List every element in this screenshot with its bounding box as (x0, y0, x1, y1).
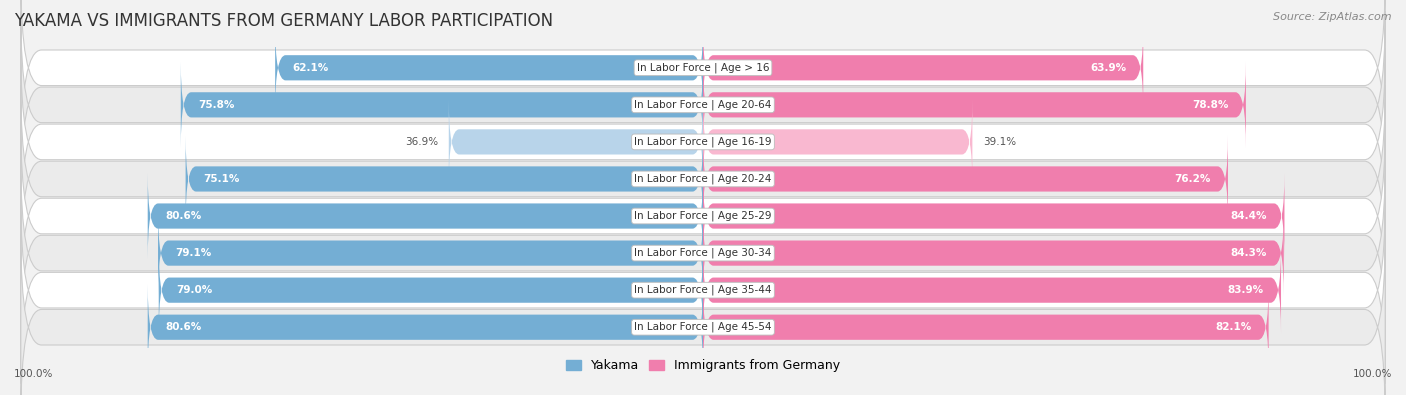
FancyBboxPatch shape (703, 173, 1285, 259)
FancyBboxPatch shape (703, 25, 1143, 111)
Text: In Labor Force | Age 45-54: In Labor Force | Age 45-54 (634, 322, 772, 333)
Text: 79.0%: 79.0% (176, 285, 212, 295)
FancyBboxPatch shape (21, 11, 1385, 198)
Text: In Labor Force | Age 20-64: In Labor Force | Age 20-64 (634, 100, 772, 110)
Text: 100.0%: 100.0% (14, 369, 53, 379)
Text: 79.1%: 79.1% (176, 248, 211, 258)
FancyBboxPatch shape (703, 136, 1227, 222)
FancyBboxPatch shape (703, 99, 973, 185)
Text: In Labor Force | Age 20-24: In Labor Force | Age 20-24 (634, 174, 772, 184)
FancyBboxPatch shape (21, 49, 1385, 235)
Text: 76.2%: 76.2% (1174, 174, 1211, 184)
FancyBboxPatch shape (148, 284, 703, 370)
FancyBboxPatch shape (186, 136, 703, 222)
FancyBboxPatch shape (449, 99, 703, 185)
FancyBboxPatch shape (21, 86, 1385, 273)
FancyBboxPatch shape (276, 25, 703, 111)
FancyBboxPatch shape (21, 197, 1385, 384)
Text: 84.3%: 84.3% (1230, 248, 1267, 258)
Text: In Labor Force | Age 30-34: In Labor Force | Age 30-34 (634, 248, 772, 258)
Text: 84.4%: 84.4% (1230, 211, 1267, 221)
FancyBboxPatch shape (181, 62, 703, 148)
FancyBboxPatch shape (148, 173, 703, 259)
Text: In Labor Force | Age > 16: In Labor Force | Age > 16 (637, 62, 769, 73)
Text: Source: ZipAtlas.com: Source: ZipAtlas.com (1274, 12, 1392, 22)
Text: 83.9%: 83.9% (1227, 285, 1264, 295)
FancyBboxPatch shape (703, 284, 1268, 370)
FancyBboxPatch shape (703, 62, 1246, 148)
Text: 80.6%: 80.6% (165, 322, 201, 332)
Text: 36.9%: 36.9% (405, 137, 439, 147)
Text: 63.9%: 63.9% (1090, 63, 1126, 73)
Text: 80.6%: 80.6% (165, 211, 201, 221)
Text: In Labor Force | Age 16-19: In Labor Force | Age 16-19 (634, 137, 772, 147)
Text: YAKAMA VS IMMIGRANTS FROM GERMANY LABOR PARTICIPATION: YAKAMA VS IMMIGRANTS FROM GERMANY LABOR … (14, 12, 553, 30)
Text: 78.8%: 78.8% (1192, 100, 1229, 110)
FancyBboxPatch shape (159, 247, 703, 333)
Text: In Labor Force | Age 35-44: In Labor Force | Age 35-44 (634, 285, 772, 295)
Text: 75.8%: 75.8% (198, 100, 235, 110)
Text: In Labor Force | Age 25-29: In Labor Force | Age 25-29 (634, 211, 772, 221)
FancyBboxPatch shape (703, 210, 1284, 296)
FancyBboxPatch shape (21, 0, 1385, 161)
Legend: Yakama, Immigrants from Germany: Yakama, Immigrants from Germany (561, 354, 845, 377)
Text: 75.1%: 75.1% (202, 174, 239, 184)
FancyBboxPatch shape (21, 234, 1385, 395)
FancyBboxPatch shape (21, 160, 1385, 346)
FancyBboxPatch shape (157, 210, 703, 296)
Text: 100.0%: 100.0% (1353, 369, 1392, 379)
FancyBboxPatch shape (21, 122, 1385, 309)
Text: 62.1%: 62.1% (292, 63, 329, 73)
Text: 82.1%: 82.1% (1215, 322, 1251, 332)
Text: 39.1%: 39.1% (983, 137, 1015, 147)
FancyBboxPatch shape (703, 247, 1281, 333)
